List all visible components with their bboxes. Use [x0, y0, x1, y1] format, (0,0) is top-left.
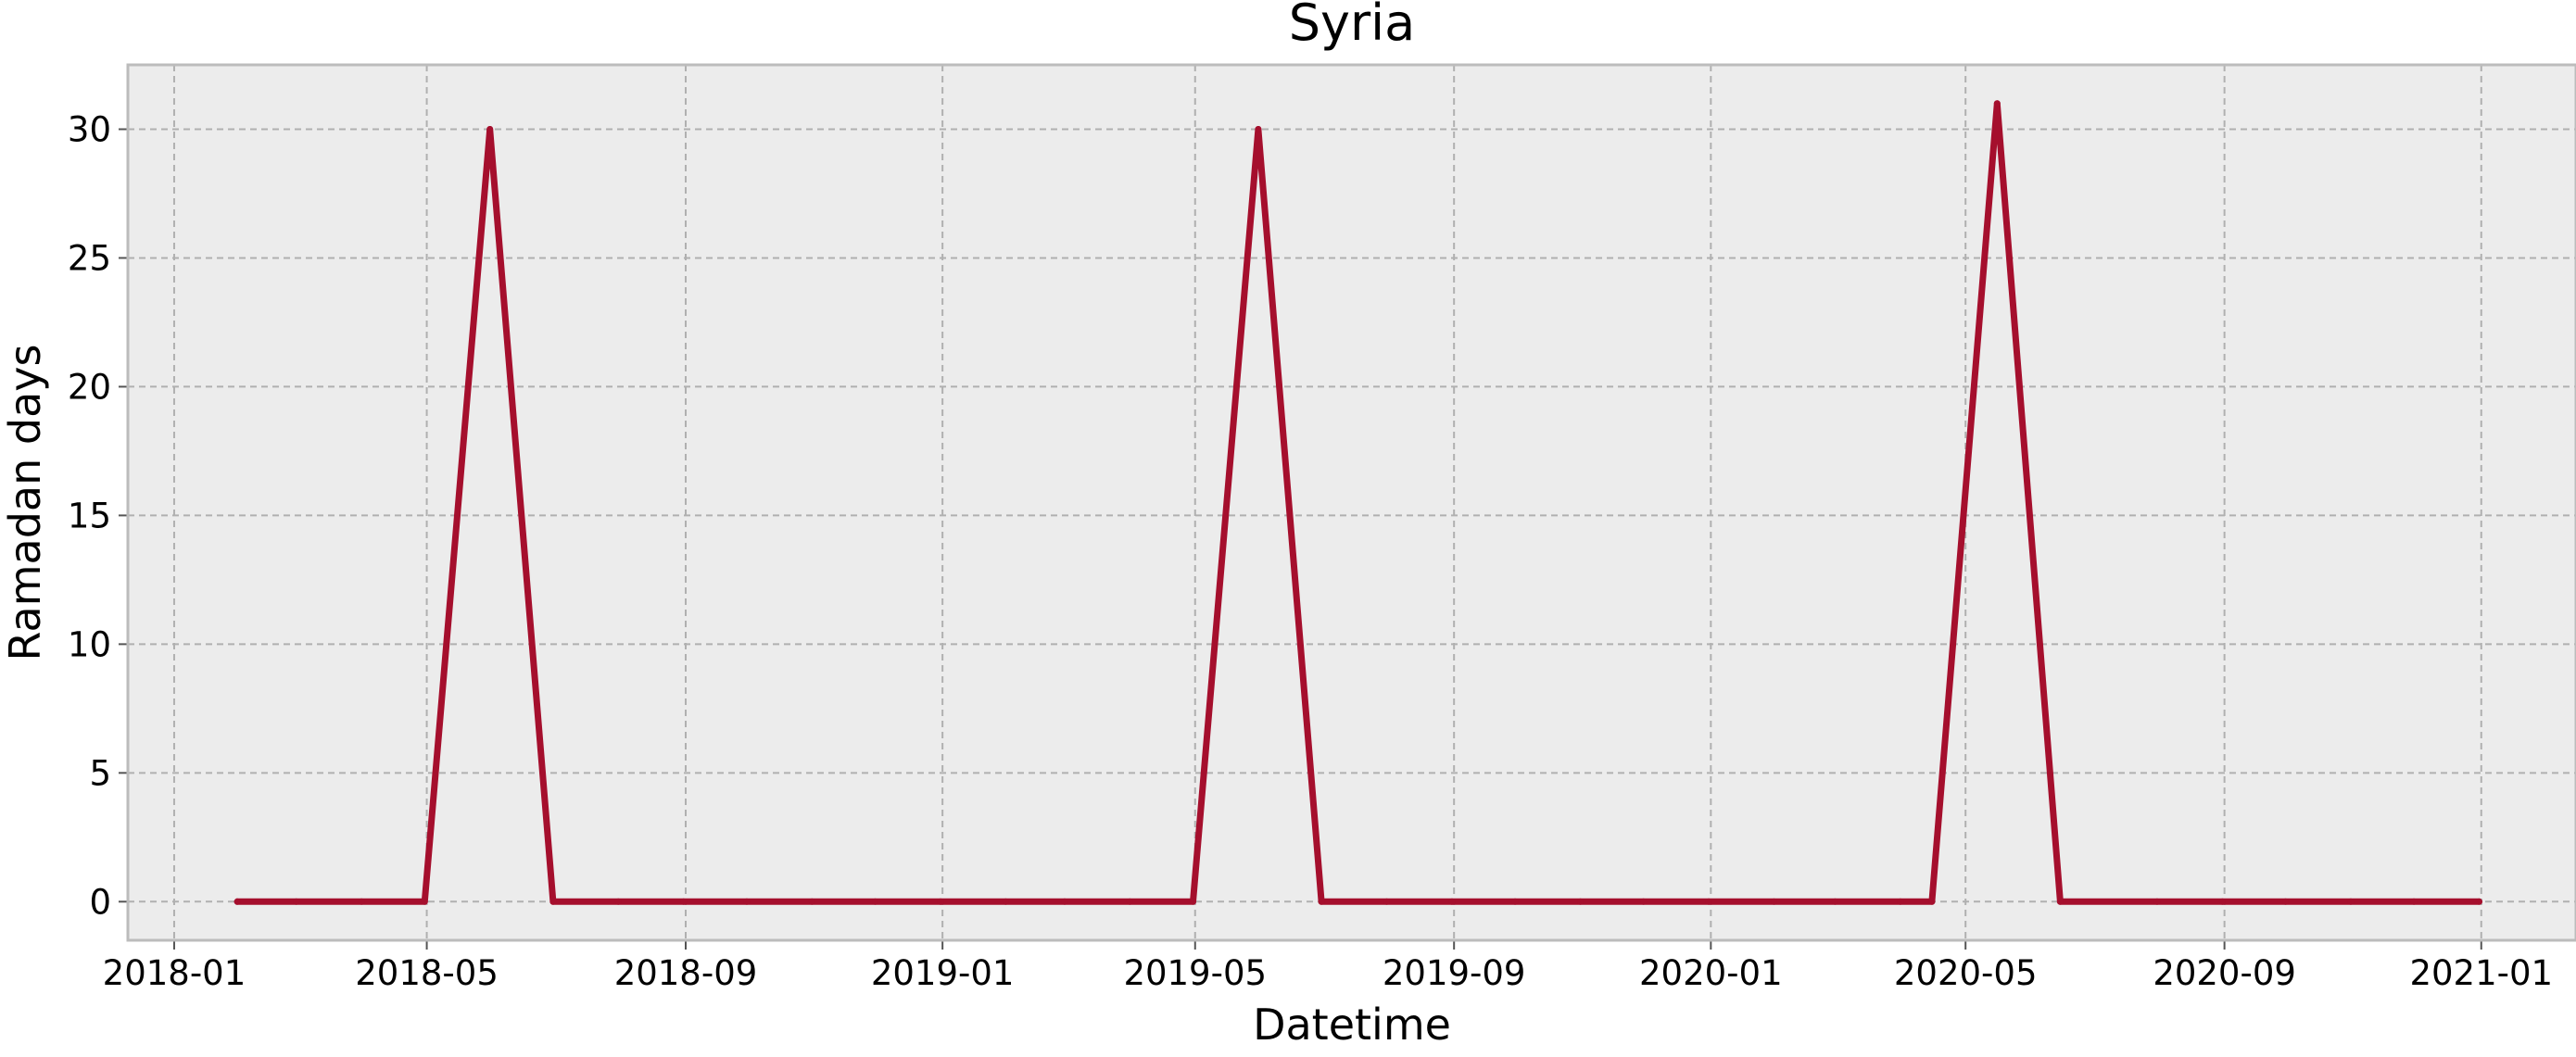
data-point [1993, 100, 2001, 107]
y-tick-label: 20 [68, 367, 111, 407]
data-point [680, 898, 688, 905]
data-point [2476, 898, 2482, 905]
x-tick-label: 2018-09 [614, 953, 758, 993]
data-point [1448, 898, 1456, 905]
x-tick-label: 2020-01 [1639, 953, 1783, 993]
x-tick-label: 2019-09 [1383, 953, 1526, 993]
data-point [1383, 898, 1390, 905]
x-tick-label: 2020-05 [1894, 953, 2038, 993]
plot-area [128, 65, 2576, 940]
data-point [2347, 898, 2355, 905]
y-tick-label: 15 [68, 496, 111, 535]
y-axis-ticks: 0 5 10 15 20 25 30 [68, 109, 128, 922]
data-point [2410, 898, 2418, 905]
x-tick-label: 2018-05 [355, 953, 499, 993]
data-point [293, 898, 300, 905]
data-point [1577, 898, 1584, 905]
data-point [234, 898, 241, 905]
data-point [1318, 898, 1325, 905]
series-line [234, 100, 2482, 905]
data-point [2056, 898, 2064, 905]
data-point [1831, 898, 1838, 905]
data-point [549, 898, 557, 905]
data-point [421, 898, 428, 905]
data-point [1511, 898, 1519, 905]
data-point [1190, 898, 1196, 905]
data-point [2218, 898, 2226, 905]
data-points [234, 100, 2482, 905]
x-axis-label: Datetime [1253, 1000, 1451, 1050]
data-point [486, 126, 494, 132]
y-tick-label: 0 [89, 882, 111, 922]
data-point [1705, 898, 1712, 905]
data-point [1640, 898, 1648, 905]
y-tick-label: 25 [68, 238, 111, 278]
data-point [2153, 898, 2161, 905]
data-point [1255, 126, 1262, 132]
x-tick-label: 2021-01 [2409, 953, 2553, 993]
y-axis-label: Ramadan days [0, 345, 50, 661]
plot-frame [126, 63, 2576, 942]
data-point [614, 898, 622, 905]
data-point [1771, 898, 1777, 905]
data-point [872, 898, 878, 905]
data-point [1126, 898, 1133, 905]
data-point [937, 898, 944, 905]
data-point [1061, 898, 1068, 905]
data-point [1002, 898, 1009, 905]
data-point [1928, 898, 1936, 905]
y-tick-label: 30 [68, 109, 111, 149]
chart-title: Syria [1289, 0, 1416, 52]
x-tick-label: 2018-01 [103, 953, 246, 993]
data-point [1897, 898, 1904, 905]
x-axis-ticks: 2018-01 2018-05 2018-09 2019-01 2019-05 2019-… [103, 940, 2553, 993]
x-tick-label: 2019-01 [871, 953, 1015, 993]
data-point [808, 898, 815, 905]
data-point [2282, 898, 2289, 905]
data-point [358, 898, 365, 905]
x-gridlines [172, 65, 2482, 940]
x-tick-label: 2019-05 [1123, 953, 1267, 993]
data-point [743, 898, 751, 905]
y-tick-label: 10 [68, 624, 111, 664]
y-tick-label: 5 [89, 753, 111, 793]
x-tick-label: 2020-09 [2153, 953, 2296, 993]
